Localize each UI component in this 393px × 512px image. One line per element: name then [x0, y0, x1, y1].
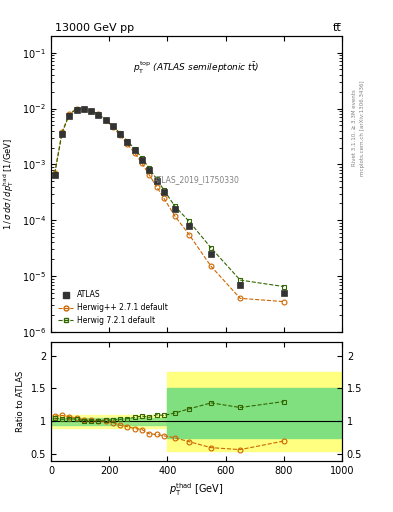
Y-axis label: Ratio to ATLAS: Ratio to ATLAS	[16, 371, 25, 432]
Text: mcplots.cern.ch [arXiv:1306.3436]: mcplots.cern.ch [arXiv:1306.3436]	[360, 80, 365, 176]
Text: tt̅: tt̅	[333, 23, 342, 33]
Y-axis label: $1\,/\,\sigma\,d\sigma\,/\,dp_\mathrm{T}^{\mathrm{had}}$ [1/GeV]: $1\,/\,\sigma\,d\sigma\,/\,dp_\mathrm{T}…	[2, 138, 17, 230]
Bar	[167, 372, 342, 451]
Text: ATLAS_2019_I1750330: ATLAS_2019_I1750330	[153, 175, 240, 184]
Bar	[51, 418, 167, 424]
Text: $p_\mathrm{T}^{\mathrm{top}}$ (ATLAS semileptonic t$\bar{\mathrm{t}}$): $p_\mathrm{T}^{\mathrm{top}}$ (ATLAS sem…	[133, 59, 260, 76]
Bar	[167, 389, 342, 438]
Text: Rivet 3.1.10, ≥ 3.3M events: Rivet 3.1.10, ≥ 3.3M events	[352, 90, 357, 166]
X-axis label: $p_\mathrm{T}^{\mathrm{thad}}$ [GeV]: $p_\mathrm{T}^{\mathrm{thad}}$ [GeV]	[169, 481, 224, 498]
Bar	[51, 415, 167, 428]
Text: 13000 GeV pp: 13000 GeV pp	[55, 23, 134, 33]
Legend: ATLAS, Herwig++ 2.7.1 default, Herwig 7.2.1 default: ATLAS, Herwig++ 2.7.1 default, Herwig 7.…	[55, 287, 171, 328]
